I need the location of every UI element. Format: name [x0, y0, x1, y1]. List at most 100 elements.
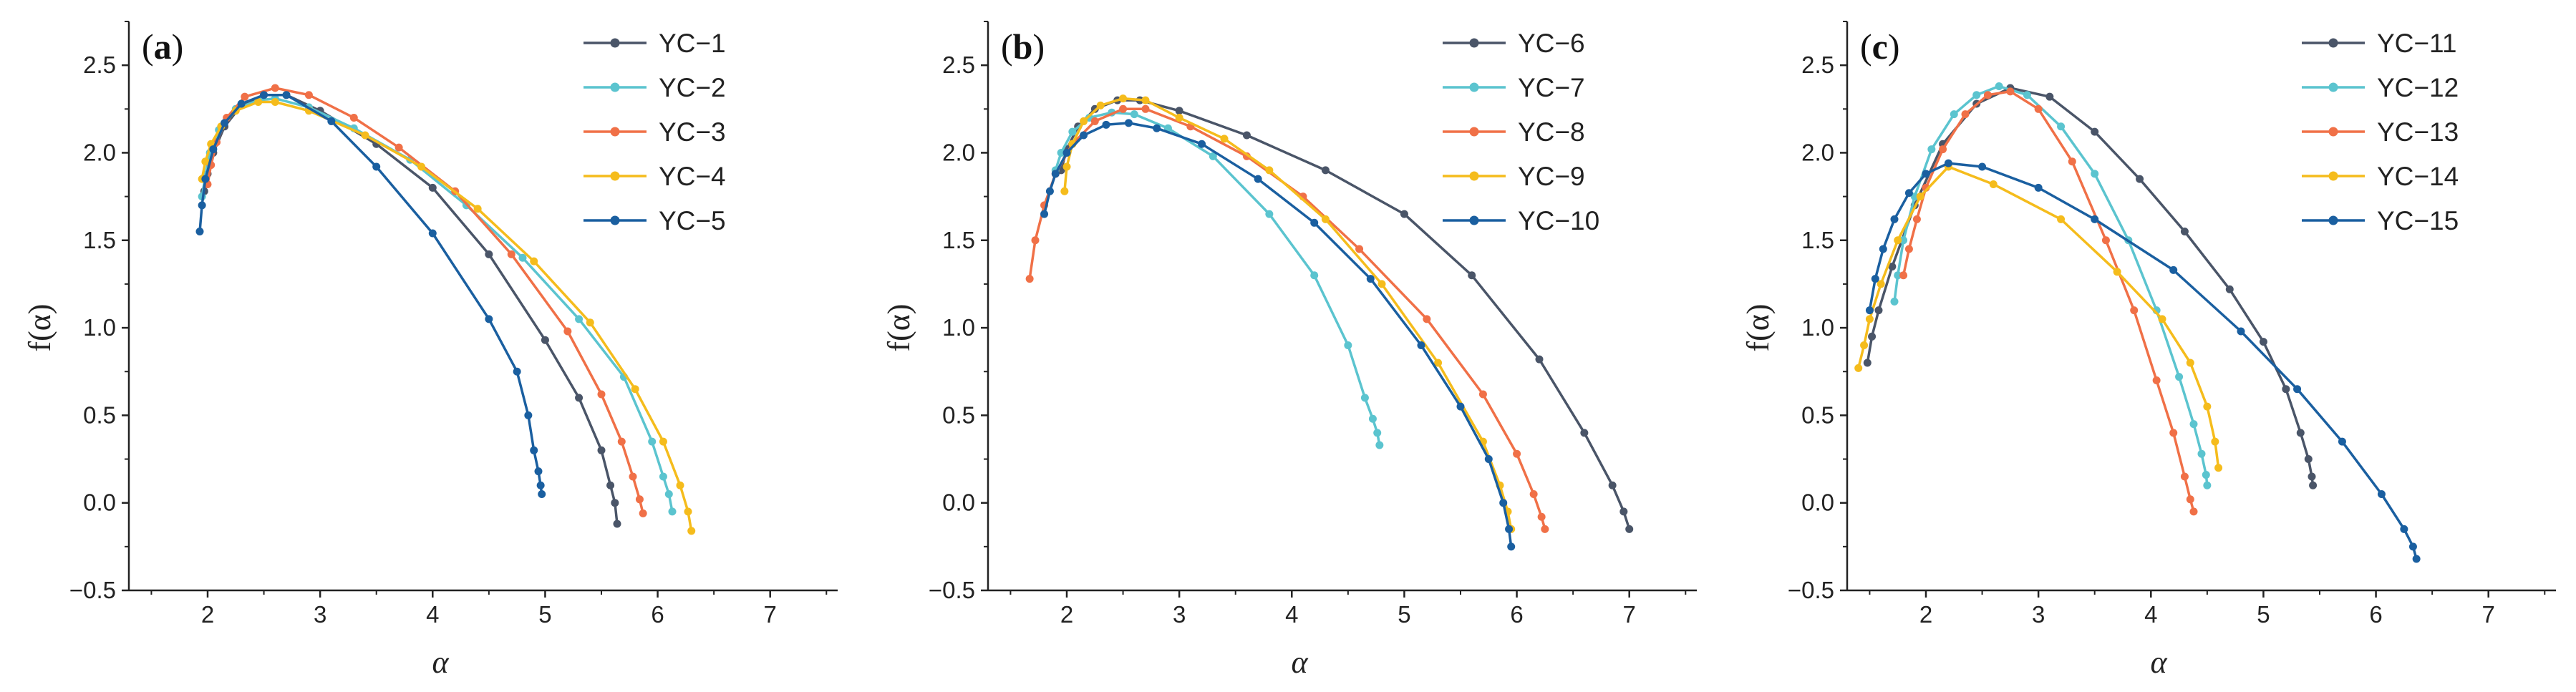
- data-point: [1062, 148, 1071, 157]
- panel-label-letter: c: [1872, 26, 1888, 67]
- y-axis-title: f(α): [22, 304, 57, 352]
- data-point: [1537, 512, 1546, 521]
- data-point: [1031, 236, 1040, 245]
- series-YC−12: [1890, 82, 2212, 489]
- data-point: [2211, 437, 2219, 446]
- data-point: [2180, 228, 2189, 236]
- data-point: [597, 446, 606, 454]
- data-point: [254, 98, 263, 107]
- data-point: [664, 489, 673, 498]
- data-point: [1468, 271, 1476, 280]
- legend-marker: [2328, 82, 2338, 92]
- data-point: [1321, 166, 1330, 175]
- data-point: [1863, 359, 1872, 367]
- legend-label: YC−12: [2377, 73, 2459, 102]
- legend-item: YC−2: [584, 73, 726, 102]
- panel-label-letter: a: [154, 26, 172, 67]
- data-point: [1972, 91, 1981, 99]
- data-point: [1040, 210, 1049, 218]
- y-tick-label: 1.0: [1801, 314, 1834, 341]
- legend-label: YC−1: [659, 29, 726, 58]
- data-point: [1119, 94, 1128, 103]
- data-point: [513, 367, 521, 376]
- data-point: [2057, 215, 2066, 223]
- data-point: [1045, 187, 1054, 195]
- legend-label: YC−6: [1518, 29, 1585, 58]
- data-point: [237, 99, 246, 108]
- data-point: [485, 250, 493, 258]
- data-point: [1310, 271, 1319, 280]
- data-point: [563, 327, 572, 336]
- legend-marker: [610, 38, 620, 48]
- legend-label: YC−8: [1518, 117, 1585, 147]
- data-point: [1961, 110, 1970, 119]
- data-point: [1220, 135, 1229, 143]
- series-line: [1063, 97, 1513, 530]
- legend-label: YC−4: [659, 162, 726, 191]
- data-point: [1978, 162, 1987, 171]
- data-point: [2186, 495, 2194, 504]
- y-tick-label: 0.0: [83, 489, 116, 516]
- y-tick-label: 2.0: [942, 139, 975, 165]
- data-point: [524, 411, 533, 419]
- data-point: [1899, 271, 1908, 280]
- data-point: [1529, 489, 1538, 498]
- series-YC−10: [1040, 119, 1516, 551]
- data-point: [2057, 122, 2066, 131]
- data-point: [1904, 245, 1913, 253]
- data-point: [1865, 315, 1874, 323]
- data-point: [2412, 555, 2421, 563]
- data-point: [327, 117, 336, 125]
- data-point: [1375, 441, 1384, 449]
- data-point: [2130, 306, 2139, 315]
- data-point: [1608, 481, 1617, 489]
- x-tick-label: 7: [764, 601, 777, 628]
- y-tick-label: 2.5: [942, 52, 975, 78]
- data-point: [2034, 183, 2043, 192]
- data-point: [2338, 437, 2346, 446]
- data-point: [631, 385, 639, 394]
- data-point: [2197, 449, 2206, 458]
- data-point: [1874, 306, 1883, 315]
- series-line: [1042, 122, 1513, 547]
- panel-label-close: ): [172, 26, 184, 67]
- data-point: [282, 91, 291, 99]
- data-point: [659, 437, 667, 446]
- data-point: [1198, 140, 1206, 148]
- series-line: [1028, 107, 1546, 530]
- data-point: [2202, 471, 2210, 479]
- data-point: [2068, 157, 2076, 166]
- data-point: [507, 250, 515, 258]
- data-point: [1057, 148, 1065, 157]
- data-point: [1535, 355, 1544, 364]
- data-point: [1505, 525, 1514, 533]
- data-point: [1541, 525, 1549, 533]
- legend-item: YC−13: [2302, 117, 2459, 147]
- data-point: [2214, 464, 2223, 472]
- data-point: [597, 390, 606, 399]
- data-point: [611, 499, 619, 507]
- data-point: [1499, 499, 1508, 507]
- y-tick-label: 2.0: [1801, 139, 1834, 165]
- data-point: [428, 183, 437, 192]
- data-point: [1068, 127, 1077, 136]
- data-point: [372, 162, 381, 171]
- data-point: [2091, 215, 2099, 223]
- data-point: [586, 318, 594, 327]
- data-point: [2309, 481, 2318, 489]
- series-line: [1868, 162, 2418, 560]
- x-tick-label: 6: [2369, 601, 2382, 628]
- data-point: [1989, 180, 1998, 188]
- y-tick-label: 0.0: [942, 489, 975, 516]
- data-point: [2186, 359, 2194, 367]
- data-point: [1130, 110, 1138, 119]
- data-point: [1153, 124, 1161, 132]
- legend-label: YC−5: [659, 206, 726, 235]
- x-axis-title: α: [1291, 645, 1308, 680]
- x-axis-title: α: [432, 645, 449, 680]
- data-point: [1894, 271, 1902, 280]
- data-point: [1983, 91, 1992, 99]
- legend-item: YC−5: [584, 206, 726, 235]
- data-point: [1507, 542, 1516, 551]
